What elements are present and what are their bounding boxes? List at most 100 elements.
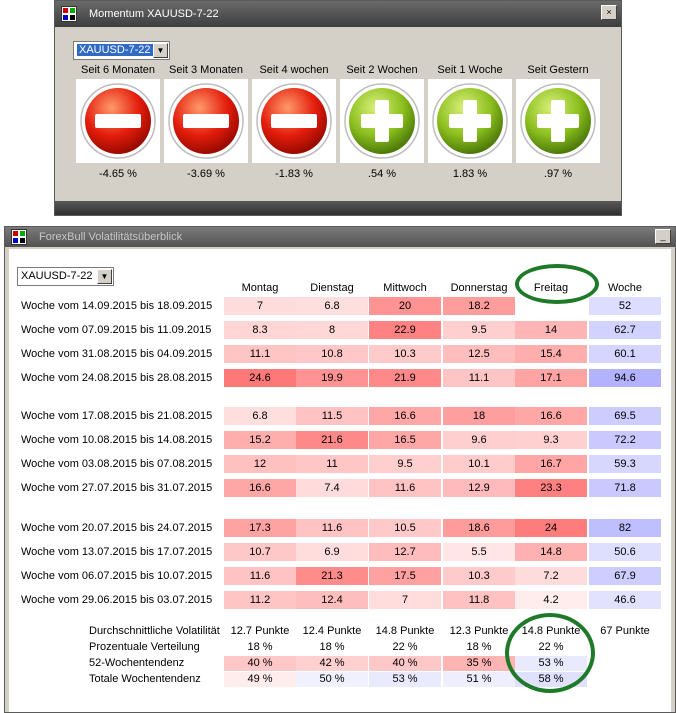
summary-cell: 49 %	[224, 672, 296, 687]
table-cell: 71.8	[589, 479, 661, 497]
table-cell: 6.8	[296, 297, 368, 315]
table-cell: 12.5	[443, 345, 515, 363]
chevron-down-icon[interactable]: ▼	[97, 269, 112, 284]
momentum-titlebar[interactable]: Momentum XAUUSD-7-22 ×	[55, 1, 621, 27]
summary-cell: 40 %	[369, 656, 441, 671]
summary-row-label: Prozentuale Verteilung	[89, 641, 200, 653]
summary-cell: 40 %	[224, 656, 296, 671]
table-row-label: Woche vom 10.08.2015 bis 14.08.2015	[21, 434, 213, 446]
table-row-label: Woche vom 07.09.2015 bis 11.09.2015	[21, 324, 212, 336]
table-cell: 14	[515, 321, 587, 339]
momentum-change-value: -1.83 %	[275, 168, 313, 180]
summary-cell: 12.4 Punkte	[302, 625, 362, 637]
freitag-header-highlight	[515, 264, 599, 304]
momentum-signal-box	[428, 79, 512, 163]
summary-cell: 18 %	[247, 641, 273, 653]
table-cell: 16.6	[224, 479, 296, 497]
momentum-change-value: 1.83 %	[452, 168, 488, 180]
table-cell: 10.7	[224, 543, 296, 561]
table-cell: 7.4	[296, 479, 368, 497]
summary-cell: 18 %	[466, 641, 492, 653]
table-cell: 11.2	[224, 591, 296, 609]
summary-row-label: Totale Wochentendenz	[89, 673, 201, 685]
freitag-summary-highlight	[505, 613, 595, 693]
column-header-mittwoch: Mittwoch	[383, 282, 427, 294]
summary-cell: 35 %	[443, 656, 515, 671]
table-row-label: Woche vom 27.07.2015 bis 31.07.2015	[21, 482, 213, 494]
table-cell: 4.2	[515, 591, 587, 609]
table-cell: 21.3	[296, 567, 368, 585]
table-cell: 16.6	[369, 407, 441, 425]
momentum-change-value: -4.65 %	[99, 168, 137, 180]
table-cell: 7	[224, 297, 296, 315]
chevron-down-icon[interactable]: ▼	[153, 43, 168, 58]
momentum-change-value: -3.69 %	[187, 168, 225, 180]
table-cell: 11.6	[224, 567, 296, 585]
summary-cell: 42 %	[296, 656, 368, 671]
table-cell: 11.8	[443, 591, 515, 609]
table-cell: 52	[589, 297, 661, 315]
volatility-symbol-select[interactable]: XAUUSD-7-22 ▼	[17, 267, 114, 286]
momentum-symbol-select[interactable]: XAUUSD-7-22 ▼	[73, 41, 170, 60]
table-cell: 9.3	[515, 431, 587, 449]
close-button[interactable]: ×	[601, 5, 617, 20]
minus-circle-icon	[80, 83, 156, 159]
table-cell: 16.6	[515, 407, 587, 425]
momentum-signal-box	[164, 79, 248, 163]
momentum-window: Momentum XAUUSD-7-22 × XAUUSD-7-22 ▼ Sei…	[54, 0, 622, 216]
table-cell: 46.6	[589, 591, 661, 609]
table-cell: 67.9	[589, 567, 661, 585]
table-cell: 16.7	[515, 455, 587, 473]
table-cell: 11.1	[443, 369, 515, 387]
column-header-dienstag: Dienstag	[310, 282, 354, 294]
table-cell: 82	[589, 519, 661, 537]
table-cell: 8.3	[224, 321, 296, 339]
momentum-period-label: Seit 3 Monaten	[169, 64, 243, 76]
table-cell: 19.9	[296, 369, 368, 387]
table-cell: 11	[296, 455, 368, 473]
volatility-titlebar[interactable]: ForexBull Volatilitätsüberblick _	[5, 227, 675, 247]
table-cell: 15.4	[515, 345, 587, 363]
plus-circle-icon	[520, 83, 596, 159]
table-row-label: Woche vom 14.09.2015 bis 18.09.2015	[21, 300, 213, 312]
table-row-label: Woche vom 29.06.2015 bis 03.07.2015	[21, 594, 213, 606]
table-cell: 62.7	[589, 321, 661, 339]
table-row-label: Woche vom 31.08.2015 bis 04.09.2015	[21, 348, 213, 360]
table-cell: 12.4	[296, 591, 368, 609]
table-cell: 18	[443, 407, 515, 425]
table-cell: 50.6	[589, 543, 661, 561]
table-cell: 6.8	[224, 407, 296, 425]
table-cell: 12.7	[369, 543, 441, 561]
momentum-change-value: .54 %	[367, 168, 397, 180]
table-cell: 94.6	[589, 369, 661, 387]
table-cell: 17.3	[224, 519, 296, 537]
table-cell: 21.6	[296, 431, 368, 449]
momentum-signal-box	[340, 79, 424, 163]
summary-cell: 12.3 Punkte	[449, 625, 509, 637]
table-cell: 23.3	[515, 479, 587, 497]
momentum-signal-box	[516, 79, 600, 163]
summary-cell: 67 Punkte	[600, 625, 650, 637]
summary-cell: 50 %	[296, 672, 368, 687]
momentum-bottom-bar	[55, 201, 621, 215]
table-cell: 16.5	[369, 431, 441, 449]
table-row-label: Woche vom 13.07.2015 bis 17.07.2015	[21, 546, 213, 558]
momentum-period-label: Seit 6 Monaten	[81, 64, 155, 76]
table-cell: 10.3	[443, 567, 515, 585]
volatility-symbol-value: XAUUSD-7-22	[21, 270, 93, 282]
table-cell: 69.5	[589, 407, 661, 425]
table-row-label: Woche vom 24.08.2015 bis 28.08.2015	[21, 372, 213, 384]
volatility-title: ForexBull Volatilitätsüberblick	[39, 231, 183, 243]
column-header-woche: Woche	[607, 282, 643, 294]
table-cell: 10.3	[369, 345, 441, 363]
minimize-button[interactable]: _	[655, 229, 671, 244]
table-cell: 12.9	[443, 479, 515, 497]
table-cell: 21.9	[369, 369, 441, 387]
table-cell: 9.5	[369, 455, 441, 473]
momentum-period-label: Seit 4 wochen	[259, 64, 329, 76]
summary-cell: 18 %	[319, 641, 345, 653]
table-cell: 24.6	[224, 369, 296, 387]
table-cell: 18.6	[443, 519, 515, 537]
momentum-period-label: Seit 2 Wochen	[346, 64, 418, 76]
table-cell: 18.2	[443, 297, 515, 315]
